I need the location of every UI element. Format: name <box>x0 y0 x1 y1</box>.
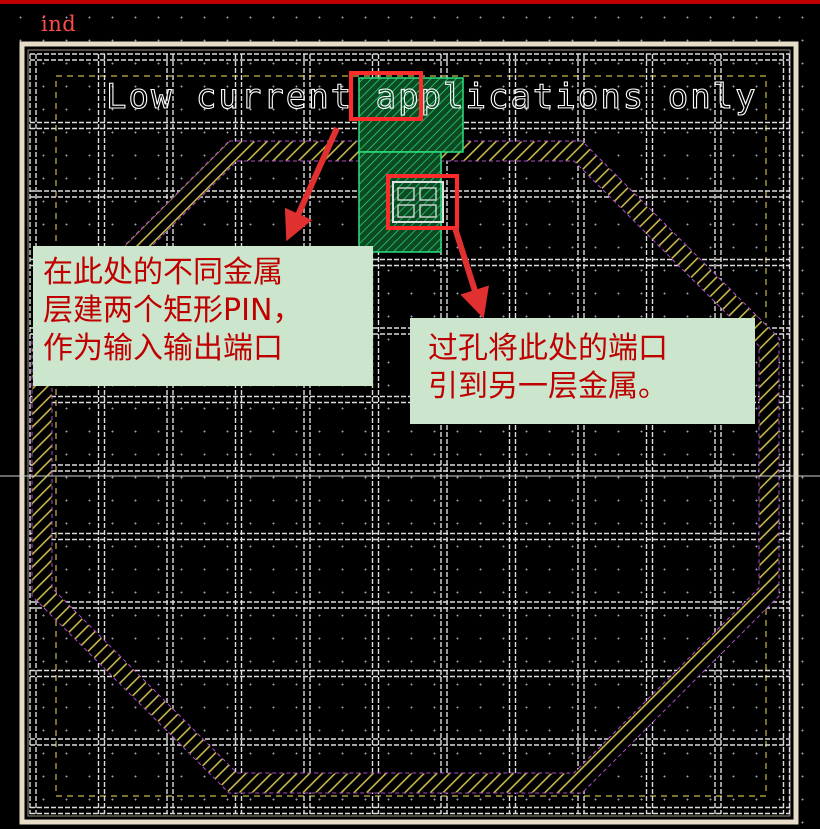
via-callout: 过孔将此处的端口 引到另一层金属。 <box>410 318 755 424</box>
arrow-down-left-icon <box>284 126 340 242</box>
pins-callout-line-2: 层建两个矩形PIN， <box>43 293 303 328</box>
cell-boundary <box>19 41 799 825</box>
pin-region-lower[interactable] <box>358 151 442 253</box>
via-highlight-box <box>386 174 459 230</box>
via-stack[interactable] <box>392 181 444 223</box>
pins-callout-line-3: 作为输入输出端口 <box>43 331 283 366</box>
cell-name-label: ind <box>41 12 77 36</box>
pins-callout: 在此处的不同金属 层建两个矩形PIN， 作为输入输出端口 <box>33 246 373 386</box>
pin-region[interactable] <box>358 77 464 153</box>
inductor-coil[interactable] <box>32 141 779 793</box>
layout-text-label: Low current applications only <box>106 77 758 117</box>
pins-callout-line-1: 在此处的不同金属 <box>43 255 283 290</box>
inductor-outline-inner <box>51 160 760 774</box>
via-callout-line-1: 过孔将此处的端口 <box>428 331 668 366</box>
pin-highlight-box <box>349 71 423 121</box>
via-cells <box>397 187 437 218</box>
window-top-bar <box>0 0 820 4</box>
via-callout-line-2: 引到另一层金属。 <box>428 369 668 404</box>
arrow-down-icon <box>452 227 489 319</box>
